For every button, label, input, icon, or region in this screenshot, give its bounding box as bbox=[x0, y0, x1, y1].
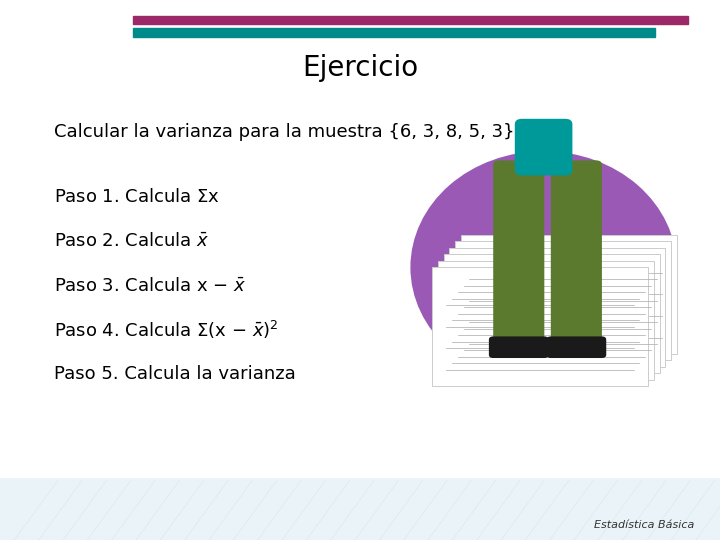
FancyBboxPatch shape bbox=[461, 235, 677, 354]
FancyBboxPatch shape bbox=[0, 478, 720, 540]
FancyBboxPatch shape bbox=[449, 248, 665, 367]
FancyBboxPatch shape bbox=[489, 336, 549, 358]
FancyBboxPatch shape bbox=[444, 254, 660, 373]
FancyBboxPatch shape bbox=[493, 160, 544, 347]
Text: Paso 5. Calcula la varianza: Paso 5. Calcula la varianza bbox=[54, 365, 296, 383]
Bar bbox=[133, 28, 655, 37]
FancyBboxPatch shape bbox=[432, 267, 648, 386]
FancyBboxPatch shape bbox=[546, 336, 606, 358]
Text: Paso 3. Calcula x $-$ $\bar{x}$: Paso 3. Calcula x $-$ $\bar{x}$ bbox=[54, 276, 246, 295]
Text: Paso 4. Calcula $\Sigma$(x $-$ $\bar{x}$)$^{2}$: Paso 4. Calcula $\Sigma$(x $-$ $\bar{x}$… bbox=[54, 319, 279, 341]
Text: Paso 2. Calcula $\bar{x}$: Paso 2. Calcula $\bar{x}$ bbox=[54, 232, 210, 251]
Text: Ejercicio: Ejercicio bbox=[302, 53, 418, 82]
FancyBboxPatch shape bbox=[551, 160, 602, 347]
Bar bbox=[133, 16, 688, 24]
Text: Estadística Básica: Estadística Básica bbox=[595, 520, 695, 530]
FancyBboxPatch shape bbox=[515, 119, 572, 176]
Ellipse shape bbox=[410, 151, 677, 383]
FancyBboxPatch shape bbox=[455, 241, 671, 360]
FancyBboxPatch shape bbox=[438, 261, 654, 380]
Text: Calcular la varianza para la muestra {6, 3, 8, 5, 3}: Calcular la varianza para la muestra {6,… bbox=[54, 123, 515, 141]
Text: Paso 1. Calcula $\Sigma$x: Paso 1. Calcula $\Sigma$x bbox=[54, 188, 220, 206]
